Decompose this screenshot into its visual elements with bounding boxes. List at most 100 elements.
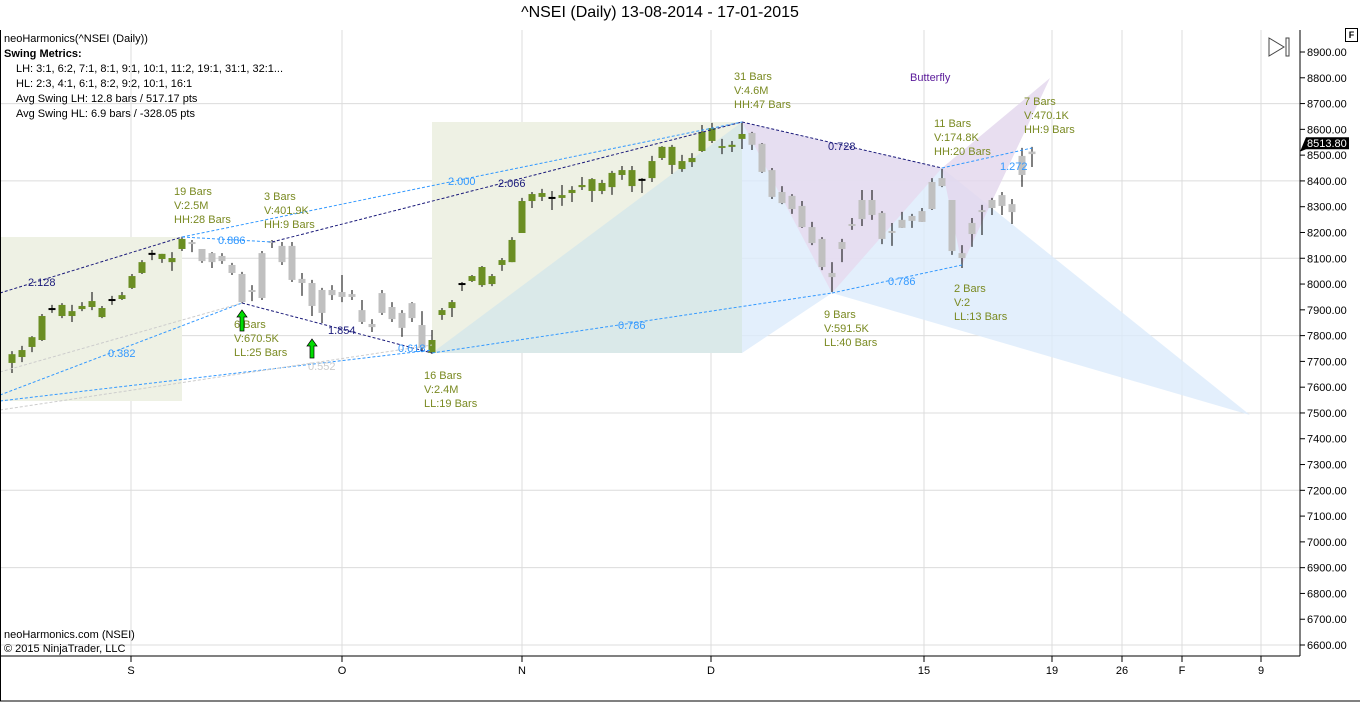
candle	[108, 295, 116, 305]
candle	[538, 188, 546, 202]
candle	[988, 197, 996, 215]
candle	[408, 302, 416, 322]
candle-body	[418, 325, 426, 348]
candle	[338, 275, 346, 303]
candle-body	[338, 292, 346, 297]
price-tick-label: 7800.00	[1307, 331, 1347, 343]
candle-body	[988, 199, 996, 208]
candle	[308, 279, 316, 317]
ratio-label: 0.786	[888, 276, 916, 288]
time-tick-label: D	[707, 665, 715, 677]
swing-bars: 11 Bars	[934, 118, 972, 130]
swing-bars: 6 Bars	[234, 319, 266, 331]
candle	[98, 305, 106, 319]
candle	[648, 155, 656, 182]
candle	[638, 178, 646, 194]
candle-body	[158, 253, 166, 260]
candle-body	[998, 195, 1006, 206]
candle-body	[918, 211, 926, 222]
harmonic-lines	[0, 121, 1033, 411]
candle-body	[458, 283, 466, 286]
avg-swing-lh: Avg Swing LH: 12.8 bars / 517.17 pts	[16, 93, 198, 105]
candle	[398, 310, 406, 337]
candle-body	[138, 262, 146, 273]
candle-body	[658, 146, 666, 158]
candle-body	[88, 301, 96, 307]
swing-metrics-hl: HL: 2:3, 4:1, 6:1, 8:2, 9:2, 10:1, 16:1	[16, 78, 193, 90]
candle-body	[288, 245, 296, 280]
candle-body	[128, 276, 136, 288]
candle-body	[578, 185, 586, 188]
candle	[838, 238, 846, 263]
swing-annotation: 31 Bars V:4.6M HH:47 Bars	[734, 71, 791, 111]
candle	[28, 336, 36, 353]
candle	[328, 285, 336, 301]
candle-body	[758, 143, 766, 172]
candle-body	[638, 178, 646, 181]
swing-line	[0, 236, 183, 294]
candle-body	[738, 133, 746, 139]
price-tick-label: 7500.00	[1307, 408, 1347, 420]
candle-body	[188, 242, 196, 245]
swing-volume: V:174.8K	[934, 132, 980, 144]
candle-body	[118, 295, 126, 300]
price-tick-label: 7300.00	[1307, 460, 1347, 472]
candle-body	[168, 258, 176, 263]
candle-body	[428, 339, 436, 353]
swing-extreme: LL:25 Bars	[234, 347, 288, 359]
price-tick-label: 8900.00	[1307, 47, 1347, 59]
candle-body	[748, 132, 756, 145]
candle-body	[708, 128, 716, 141]
candle-body	[678, 161, 686, 170]
candle-body	[728, 144, 736, 147]
flag-button[interactable]: F	[1345, 28, 1358, 42]
candle	[148, 250, 156, 261]
swing-bars: 7 Bars	[1024, 96, 1056, 108]
candle	[48, 304, 56, 313]
swing-line	[271, 121, 743, 243]
swing-volume: V:2.5M	[174, 200, 208, 212]
candle-body	[408, 303, 416, 319]
time-tick-label: 9	[1258, 665, 1264, 677]
candle	[708, 122, 716, 144]
candle-body	[848, 224, 856, 227]
price-tick-label: 8300.00	[1307, 202, 1347, 214]
price-tick-label: 8600.00	[1307, 124, 1347, 136]
candle-body	[258, 253, 266, 298]
swing-metrics-title: Swing Metrics:	[4, 48, 82, 60]
candle-body	[778, 192, 786, 204]
candle	[118, 292, 126, 301]
time-axis[interactable]: S O N D 15 19 26 F 9	[127, 656, 1264, 677]
candle	[888, 222, 896, 246]
copyright-label: © 2015 NinjaTrader, LLC	[4, 643, 126, 655]
price-tick-label: 7900.00	[1307, 305, 1347, 317]
candle	[68, 304, 76, 322]
candle	[348, 289, 356, 301]
candle-body	[948, 199, 956, 252]
ratio-line	[0, 344, 433, 411]
candle	[758, 143, 766, 173]
scroll-to-end-button[interactable]	[1268, 37, 1290, 57]
price-axis[interactable]: 8900.00 8800.00 8700.00 8600.00 8500.00 8400.…	[1300, 47, 1347, 652]
candle	[288, 242, 296, 282]
swing-annotation: 7 Bars V:470.1K HH:9 Bars	[1024, 96, 1075, 136]
candle	[298, 272, 306, 296]
candle-body	[548, 196, 556, 199]
swing-extreme: HH:28 Bars	[174, 214, 231, 226]
candle-body	[648, 161, 656, 179]
candle	[878, 211, 886, 245]
swing-line	[741, 121, 943, 169]
candle	[158, 253, 166, 263]
swing-extreme: LL:19 Bars	[424, 398, 478, 410]
candle	[678, 154, 686, 172]
ratio-label: 2.066	[498, 178, 526, 190]
price-tick-label: 7400.00	[1307, 434, 1347, 446]
swing-volume: V:2.4M	[424, 384, 458, 396]
projection-triangle	[432, 122, 742, 353]
candle-body	[378, 293, 386, 313]
price-tick-label: 8500.00	[1307, 150, 1347, 162]
ratio-line	[431, 292, 833, 354]
candle-body	[178, 238, 186, 249]
time-tick-label: F	[1179, 665, 1186, 677]
